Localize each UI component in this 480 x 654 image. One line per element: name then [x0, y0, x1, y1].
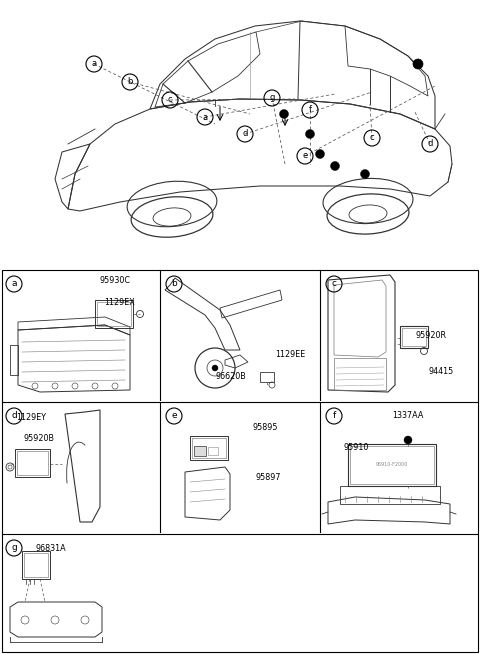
Bar — [348, 444, 436, 486]
Bar — [22, 551, 50, 579]
Text: f: f — [332, 411, 336, 421]
Bar — [260, 372, 274, 382]
Text: d: d — [242, 129, 248, 139]
Text: a: a — [11, 279, 17, 288]
Text: 1129EE: 1129EE — [275, 350, 305, 359]
Bar — [192, 438, 226, 458]
Bar — [340, 486, 440, 504]
Bar — [15, 449, 50, 477]
Text: g: g — [11, 543, 17, 553]
Circle shape — [413, 59, 423, 69]
Circle shape — [305, 129, 314, 139]
Bar — [95, 300, 133, 328]
Text: 95920R: 95920R — [416, 330, 447, 339]
Bar — [350, 446, 434, 484]
Text: b: b — [171, 279, 177, 288]
Circle shape — [212, 365, 218, 371]
Text: 95897: 95897 — [256, 473, 281, 482]
Bar — [208, 447, 218, 455]
Text: f: f — [309, 105, 312, 114]
Text: 95920B: 95920B — [24, 434, 55, 443]
Text: a: a — [91, 60, 96, 69]
Circle shape — [315, 150, 324, 158]
Text: 95910: 95910 — [344, 443, 370, 452]
Text: a: a — [203, 112, 207, 122]
Text: 96831A: 96831A — [35, 543, 66, 553]
Text: 1129EY: 1129EY — [16, 413, 46, 422]
Text: c: c — [168, 95, 172, 105]
Bar — [400, 326, 428, 348]
Text: 95895: 95895 — [253, 424, 278, 432]
Text: d: d — [11, 411, 17, 421]
Text: e: e — [302, 152, 308, 160]
Bar — [334, 358, 386, 390]
Text: c: c — [332, 279, 336, 288]
Bar — [2, 270, 478, 652]
Circle shape — [331, 162, 339, 171]
Bar — [194, 446, 206, 456]
Bar — [17, 451, 48, 475]
Text: c: c — [370, 133, 374, 143]
Text: e: e — [171, 411, 177, 421]
Bar — [97, 302, 131, 326]
Text: d: d — [427, 139, 432, 148]
Circle shape — [279, 109, 288, 118]
Text: g: g — [269, 94, 275, 103]
Text: 96620B: 96620B — [216, 372, 247, 381]
Text: 1337AA: 1337AA — [392, 411, 423, 419]
Text: 1129EX: 1129EX — [104, 298, 135, 307]
Text: b: b — [127, 78, 132, 86]
Bar — [402, 328, 426, 346]
Text: 95910-F2000: 95910-F2000 — [376, 462, 408, 468]
Text: 95930C: 95930C — [99, 276, 130, 285]
Circle shape — [404, 436, 412, 444]
Text: 94415: 94415 — [429, 367, 454, 376]
Circle shape — [360, 169, 370, 179]
Bar — [24, 553, 48, 577]
Bar — [190, 436, 228, 460]
